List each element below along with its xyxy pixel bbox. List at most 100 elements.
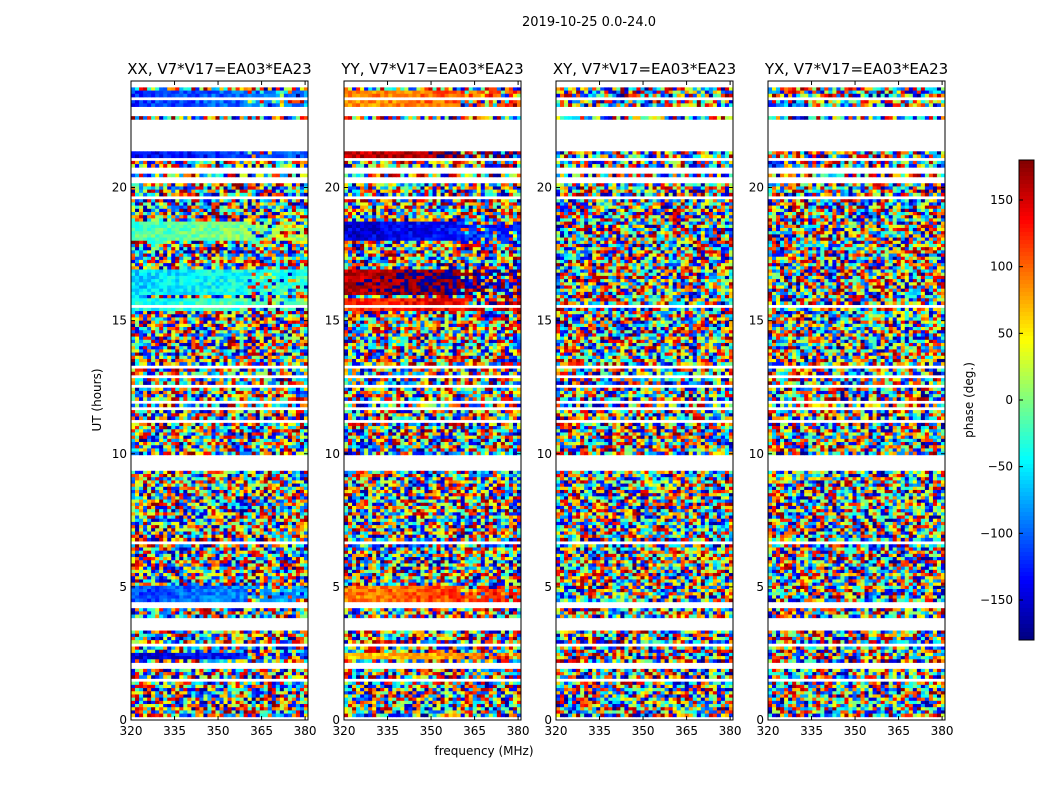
x-tick-label: 365: [463, 724, 486, 738]
colorbar-step: [1019, 300, 1034, 305]
panel-3: YX, V7*V17=EA03*EA23 320 335 350 365 380 0 5 10 1…: [749, 60, 954, 738]
colorbar-step: [1019, 380, 1034, 385]
colorbar-step: [1019, 328, 1034, 333]
colorbar-step: [1019, 304, 1034, 309]
colorbar-step: [1019, 528, 1034, 533]
colorbar-step: [1019, 316, 1034, 321]
y-tick-label: 5: [544, 580, 552, 594]
colorbar-step: [1019, 452, 1034, 457]
colorbar-step: [1019, 176, 1034, 181]
plot-frame: [130, 80, 309, 721]
colorbar-step: [1019, 504, 1034, 509]
colorbar-step: [1019, 436, 1034, 441]
colorbar-step: [1019, 204, 1034, 209]
colorbar-step: [1019, 600, 1034, 605]
panel-0: XX, V7*V17=EA03*EA23 320 335 350 365 380 0 5 10 1…: [112, 60, 317, 738]
colorbar-tick-label: 0: [1005, 393, 1013, 407]
x-tick-label: 380: [294, 724, 317, 738]
colorbar-step: [1019, 420, 1034, 425]
colorbar-step: [1019, 192, 1034, 197]
colorbar-step: [1019, 512, 1034, 517]
colorbar-step: [1019, 160, 1034, 165]
colorbar-step: [1019, 396, 1034, 401]
y-tick-label: 10: [537, 447, 552, 461]
colorbar-step: [1019, 548, 1034, 553]
x-tick-label: 320: [757, 724, 780, 738]
colorbar-step: [1019, 360, 1034, 365]
colorbar-step: [1019, 252, 1034, 257]
colorbar-tick-label: −100: [980, 526, 1013, 540]
heatmap-cells: [556, 87, 734, 718]
x-tick-label: 335: [588, 724, 611, 738]
heatmap-cells: [131, 87, 309, 718]
y-tick-label: 15: [749, 314, 764, 328]
colorbar-step: [1019, 556, 1034, 561]
colorbar-step: [1019, 588, 1034, 593]
colorbar-step: [1019, 568, 1034, 573]
colorbar-step: [1019, 164, 1034, 169]
colorbar-step: [1019, 448, 1034, 453]
x-tick-label: 365: [250, 724, 273, 738]
x-tick-label: 380: [931, 724, 954, 738]
colorbar-label: phase (deg.): [962, 362, 976, 438]
x-tick-label: 350: [844, 724, 867, 738]
colorbar-step: [1019, 412, 1034, 417]
colorbar-tick-label: 150: [990, 193, 1013, 207]
x-tick-label: 335: [163, 724, 186, 738]
panel-title: XY, V7*V17=EA03*EA23: [553, 60, 736, 78]
colorbar-step: [1019, 292, 1034, 297]
colorbar-step: [1019, 340, 1034, 345]
colorbar-step: [1019, 564, 1034, 569]
y-tick-label: 15: [537, 314, 552, 328]
colorbar-step: [1019, 464, 1034, 469]
y-tick-label: 10: [749, 447, 764, 461]
x-tick-label: 365: [675, 724, 698, 738]
colorbar-step: [1019, 344, 1034, 349]
colorbar-step: [1019, 332, 1034, 337]
y-axis-label: UT (hours): [90, 368, 104, 431]
colorbar-step: [1019, 432, 1034, 437]
x-tick-label: 335: [376, 724, 399, 738]
y-tick-label: 20: [112, 181, 127, 195]
colorbar-step: [1019, 576, 1034, 581]
colorbar-step: [1019, 220, 1034, 225]
colorbar-step: [1019, 632, 1034, 637]
y-tick-label: 10: [325, 447, 340, 461]
colorbar-step: [1019, 324, 1034, 329]
colorbar-step: [1019, 248, 1034, 253]
colorbar-step: [1019, 460, 1034, 465]
plot-frame: [767, 80, 946, 721]
x-axis-label: frequency (MHz): [434, 744, 533, 758]
x-tick-label: 380: [507, 724, 530, 738]
colorbar-step: [1019, 508, 1034, 513]
y-tick-label: 5: [119, 580, 127, 594]
x-tick-label: 350: [632, 724, 655, 738]
x-tick-label: 350: [420, 724, 443, 738]
colorbar-step: [1019, 636, 1034, 641]
y-tick-label: 15: [112, 314, 127, 328]
colorbar-step: [1019, 200, 1034, 205]
colorbar-step: [1019, 364, 1034, 369]
colorbar-step: [1019, 184, 1034, 189]
colorbar: −150 −100 −50 0 50 100 150: [980, 159, 1035, 641]
panel-2: XY, V7*V17=EA03*EA23 320 335 350 365 380 0 5 10 1…: [537, 60, 742, 738]
colorbar-step: [1019, 428, 1034, 433]
colorbar-step: [1019, 624, 1034, 629]
colorbar-step: [1019, 560, 1034, 565]
y-tick-label: 0: [119, 713, 127, 727]
colorbar-step: [1019, 616, 1034, 621]
colorbar-step: [1019, 356, 1034, 361]
y-tick-label: 10: [112, 447, 127, 461]
colorbar-step: [1019, 288, 1034, 293]
colorbar-step: [1019, 172, 1034, 177]
colorbar-step: [1019, 516, 1034, 521]
colorbar-step: [1019, 524, 1034, 529]
colorbar-step: [1019, 496, 1034, 501]
colorbar-step: [1019, 536, 1034, 541]
colorbar-step: [1019, 408, 1034, 413]
panels: XX, V7*V17=EA03*EA23 320 335 350 365 380 0 5 10 1…: [112, 60, 954, 738]
colorbar-step: [1019, 260, 1034, 265]
colorbar-step: [1019, 232, 1034, 237]
colorbar-step: [1019, 416, 1034, 421]
colorbar-step: [1019, 612, 1034, 617]
